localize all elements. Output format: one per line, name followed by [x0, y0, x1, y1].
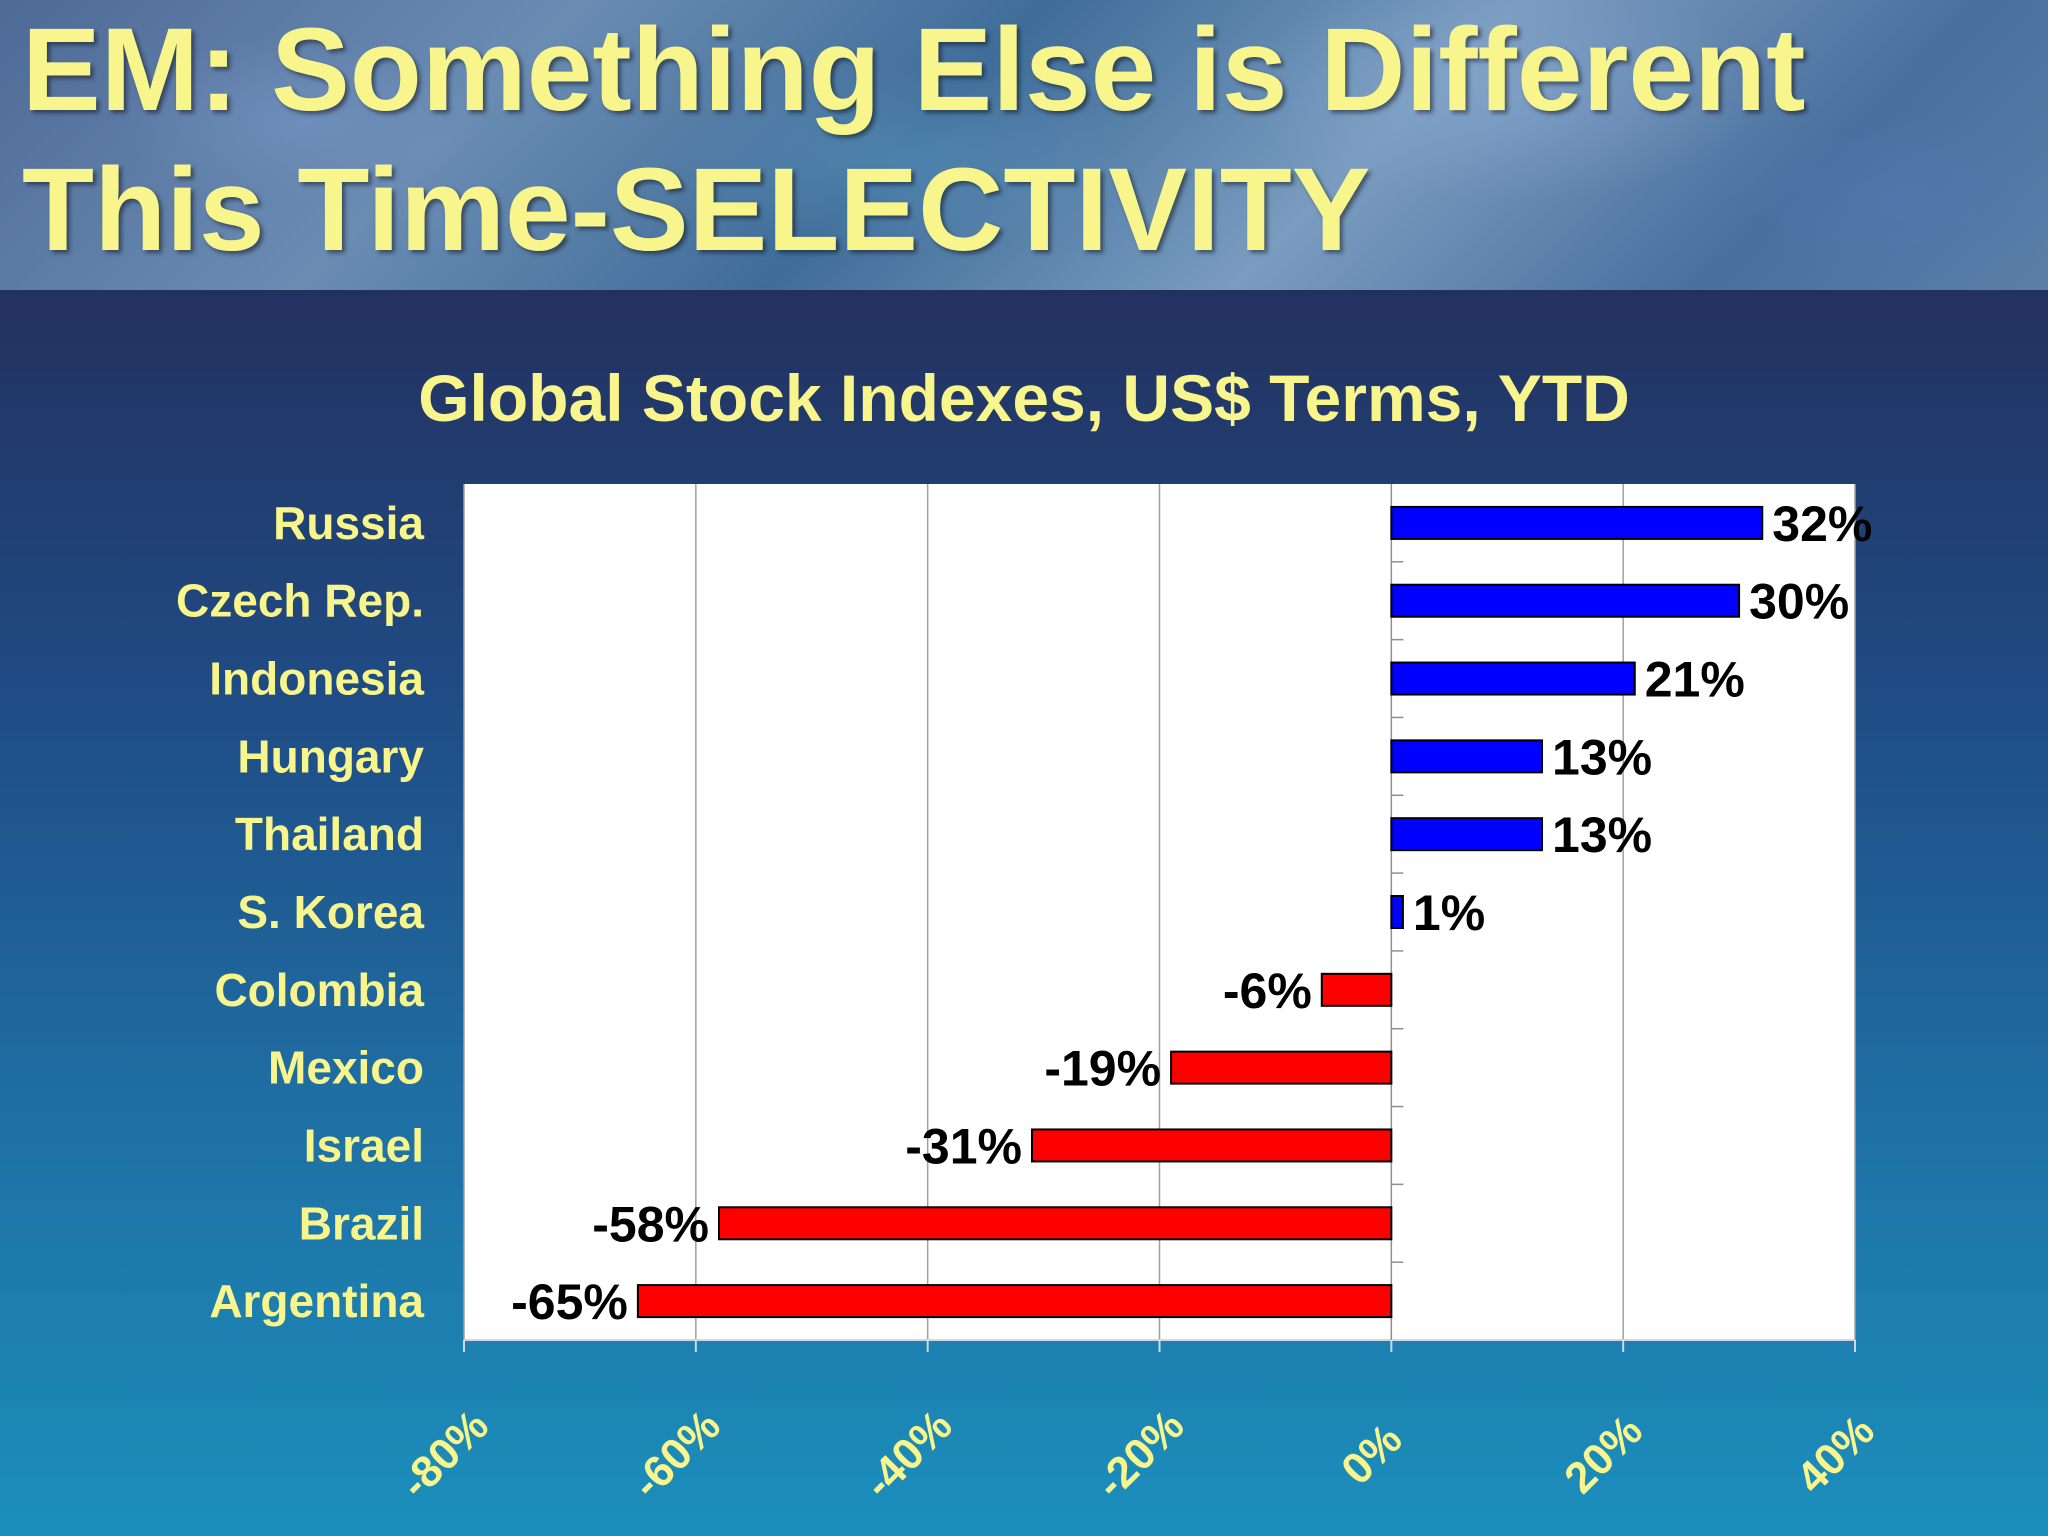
category-labels: Russia Czech Rep. Indonesia Hungary Thailand…	[176, 497, 424, 1327]
value-label: -6%	[1223, 963, 1312, 1019]
slide-title: EM: Something Else is Different This Tim…	[22, 0, 1805, 280]
value-label: 13%	[1552, 729, 1652, 785]
value-label: 1%	[1413, 885, 1485, 941]
bar-argentina	[636, 1284, 1393, 1319]
title-banner	[0, 0, 2048, 290]
value-label: -31%	[905, 1118, 1022, 1174]
value-label: 21%	[1645, 652, 1745, 708]
category-label: Russia	[273, 497, 424, 549]
title-line-1: EM: Something Else is Different	[22, 4, 1806, 136]
bar-colombia	[1320, 972, 1393, 1007]
x-tick-label: -40%	[855, 1401, 962, 1508]
category-label: Thailand	[235, 808, 424, 860]
bar-hungary	[1390, 739, 1544, 774]
x-tick-label: 20%	[1555, 1406, 1652, 1503]
category-label: Colombia	[214, 964, 424, 1016]
bar-indonesia	[1390, 661, 1636, 696]
bar-mexico	[1170, 1050, 1393, 1085]
bar-s-korea	[1390, 895, 1404, 929]
value-labels: 32% 30%21% 13% 13% 1% -6% -19% -31% -58% -65%	[511, 496, 1872, 1330]
x-axis-ticks: -80% -60% -40% -20% 0% 20% 40%	[391, 1401, 1884, 1508]
category-label: Brazil	[299, 1197, 424, 1249]
x-tick-label: -60%	[623, 1401, 730, 1508]
bar-russia	[1390, 505, 1764, 540]
value-label: 13%	[1552, 807, 1652, 863]
category-label: Czech Rep.	[176, 575, 424, 627]
x-tick-label: -20%	[1086, 1401, 1193, 1508]
bar-israel	[1030, 1128, 1393, 1163]
x-tick-label: -80%	[391, 1401, 498, 1508]
value-label: 32%	[1772, 496, 1872, 552]
x-tick-label: 40%	[1787, 1406, 1884, 1503]
bar-brazil	[718, 1206, 1393, 1241]
value-label: 30%	[1749, 574, 1849, 630]
bar-thailand	[1390, 817, 1544, 852]
value-label: -58%	[592, 1196, 709, 1252]
category-label: Israel	[304, 1119, 424, 1171]
category-label: S. Korea	[237, 886, 424, 938]
category-label: Argentina	[209, 1275, 424, 1327]
title-line-2: This Time-SELECTIVITY	[22, 144, 1371, 276]
value-label: -65%	[511, 1274, 628, 1330]
x-tick-label: 0%	[1332, 1415, 1412, 1495]
bar-czech-rep	[1390, 583, 1741, 618]
category-label: Mexico	[268, 1042, 424, 1094]
value-label: -19%	[1044, 1041, 1161, 1097]
category-label: Hungary	[237, 730, 424, 782]
category-label: Indonesia	[209, 653, 424, 705]
bars	[636, 505, 1764, 1319]
chart-title: Global Stock Indexes, US$ Terms, YTD	[418, 361, 1630, 435]
